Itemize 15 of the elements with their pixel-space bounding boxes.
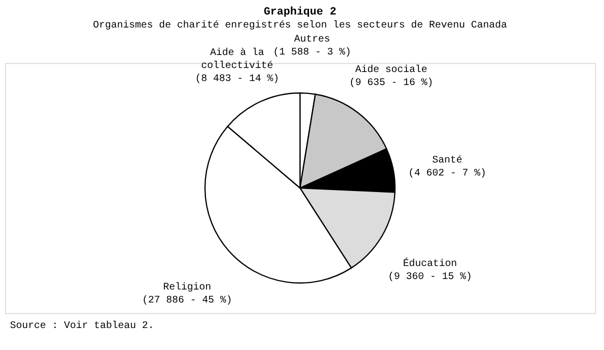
chart-title: Graphique 2 xyxy=(264,6,336,18)
data-label: (4 602 - 7 %) xyxy=(408,168,486,180)
slice-label: Religion xyxy=(163,282,212,294)
data-label: (9 360 - 15 %) xyxy=(388,270,472,283)
data-label: (8 483 - 14 %) xyxy=(195,72,280,85)
slice-label: Aide sociale xyxy=(355,64,428,76)
source-note: Source : Voir tableau 2. xyxy=(10,320,154,332)
data-label: (9 635 - 16 %) xyxy=(349,76,434,89)
data-label: (1 588 - 3 %) xyxy=(273,46,352,58)
data-label: (27 886 - 45 %) xyxy=(142,294,232,307)
slice-label: Santé xyxy=(432,154,462,167)
chart-subtitle: Organismes de charité enregistrés selon les secteurs de Revenu Canada xyxy=(92,19,508,32)
slice-label: Éducation xyxy=(402,256,458,270)
slice-label: Aide à la collectivité xyxy=(201,46,274,72)
slice-label: Autres xyxy=(294,34,330,46)
